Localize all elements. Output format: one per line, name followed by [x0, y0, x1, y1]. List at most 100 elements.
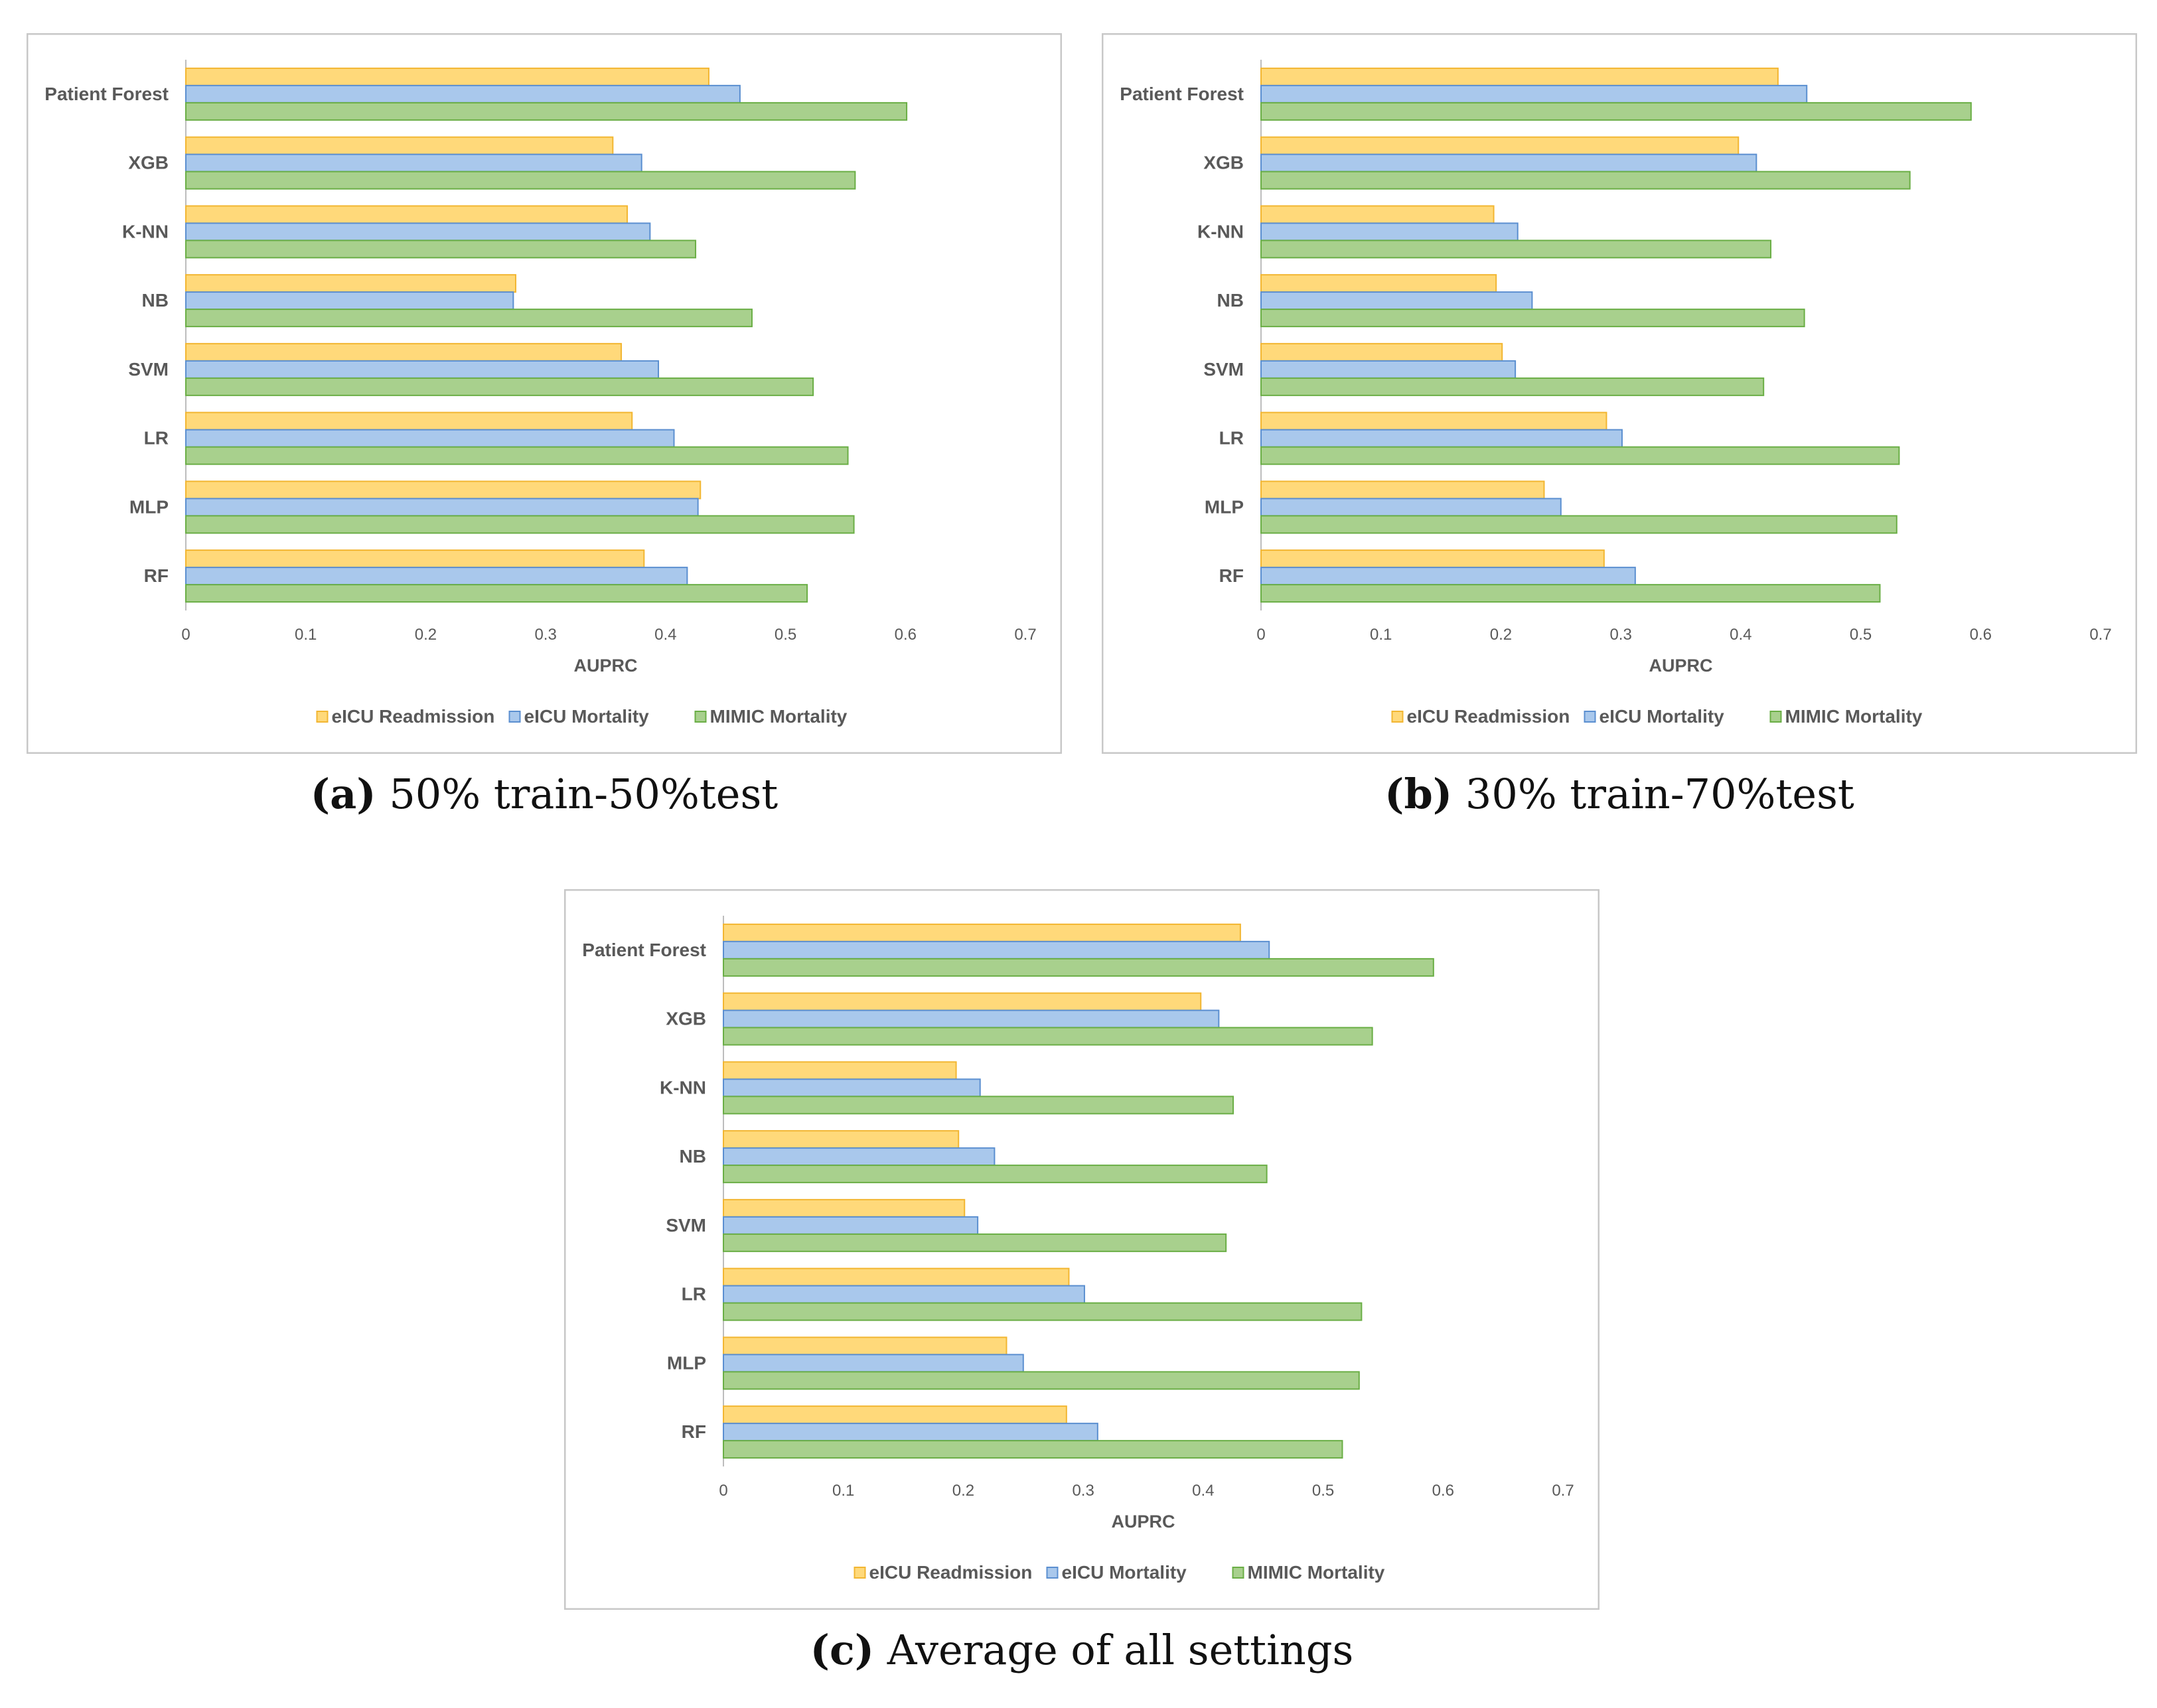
bar-eicu-readmission	[723, 1336, 1007, 1356]
legend-swatch	[1769, 711, 1782, 723]
category-label: RF	[1219, 565, 1244, 586]
x-tick-label: 0.4	[1730, 626, 1751, 644]
caption-a-text: 50% train-50%test	[389, 770, 779, 818]
bar-eicu-mortality	[185, 567, 688, 586]
bar-eicu-mortality	[185, 84, 741, 104]
x-tick-label: 0	[719, 1482, 727, 1500]
bar-eicu-mortality	[1260, 567, 1636, 586]
x-axis-label: AUPRC	[573, 656, 637, 676]
x-tick-label: 0	[181, 626, 190, 644]
x-axis-label: AUPRC	[1111, 1512, 1175, 1531]
category-label: Patient Forest	[44, 84, 169, 104]
bar-mimic-mortality	[185, 102, 908, 121]
chart-b: Patient Forest XGB K-NN NB SVM LR MLP RF 0 0.1 0.2…	[1102, 33, 2137, 754]
bar-eicu-readmission	[1260, 205, 1495, 224]
bar-mimic-mortality	[185, 515, 855, 534]
x-tick-label: 0.4	[1192, 1482, 1214, 1500]
bar-mimic-mortality	[723, 1233, 1227, 1252]
bar-eicu-mortality	[723, 1009, 1220, 1029]
x-tick-label: 0.2	[952, 1482, 974, 1500]
bar-mimic-mortality	[185, 240, 697, 259]
legend-label: eICU Mortality	[1062, 1562, 1187, 1583]
bar-mimic-mortality	[1260, 240, 1772, 259]
x-tick-label: 0.5	[775, 626, 796, 644]
bar-eicu-readmission	[723, 1267, 1070, 1287]
category-label: Patient Forest	[582, 940, 706, 960]
caption-c: (c) Average of all settings	[564, 1626, 1599, 1674]
bar-eicu-mortality	[185, 222, 651, 242]
bar-mimic-mortality	[723, 1165, 1268, 1184]
category-label: K-NN	[1197, 221, 1244, 242]
category-label: SVM	[666, 1215, 706, 1236]
bar-eicu-readmission	[185, 480, 702, 500]
x-tick-label: 0.3	[1609, 626, 1631, 644]
bar-eicu-mortality	[185, 498, 699, 517]
caption-a: (a) 50% train-50%test	[27, 770, 1062, 818]
legend-label: MIMIC Mortality	[710, 706, 848, 727]
category-label: NB	[680, 1146, 706, 1167]
bar-mimic-mortality	[185, 584, 808, 603]
category-label: XGB	[128, 153, 169, 173]
legend-label: MIMIC Mortality	[1785, 706, 1923, 727]
bar-mimic-mortality	[185, 377, 814, 396]
chart-panel-b: Patient Forest XGB K-NN NB SVM LR MLP RF 0 0.1 0.2…	[1102, 33, 2137, 754]
bar-mimic-mortality	[1260, 171, 1911, 190]
bar-eicu-mortality	[723, 1078, 981, 1098]
category-label: RF	[144, 565, 169, 586]
bar-mimic-mortality	[1260, 309, 1805, 328]
category-label: NB	[142, 290, 169, 311]
category-label: LR	[144, 428, 169, 449]
bar-eicu-mortality	[723, 1285, 1085, 1304]
legend-swatch	[1584, 711, 1596, 723]
legend-label: eICU Readmission	[1407, 706, 1570, 727]
bar-eicu-readmission	[1260, 480, 1545, 500]
caption-c-letter: (c)	[810, 1626, 875, 1674]
legend-label: MIMIC Mortality	[1248, 1562, 1385, 1583]
bar-mimic-mortality	[1260, 584, 1881, 603]
bar-mimic-mortality	[1260, 515, 1897, 534]
bar-eicu-readmission	[1260, 342, 1503, 362]
category-label: K-NN	[122, 221, 169, 242]
legend-swatch	[1391, 711, 1404, 723]
category-label: MLP	[667, 1352, 706, 1373]
bar-eicu-readmission	[723, 923, 1241, 942]
bar-eicu-readmission	[185, 67, 709, 86]
bar-mimic-mortality	[723, 958, 1434, 977]
x-tick-label: 0	[1256, 626, 1265, 644]
category-label: Patient Forest	[1120, 84, 1244, 104]
category-label: XGB	[1203, 153, 1244, 173]
category-label: NB	[1217, 290, 1244, 311]
category-label: XGB	[666, 1009, 706, 1029]
bar-mimic-mortality	[185, 446, 849, 465]
bar-eicu-readmission	[723, 1061, 957, 1080]
x-tick-label: 0.3	[1072, 1482, 1094, 1500]
bar-eicu-readmission	[185, 205, 629, 224]
bar-eicu-readmission	[1260, 67, 1779, 86]
bar-mimic-mortality	[723, 1096, 1234, 1115]
bar-mimic-mortality	[1260, 102, 1972, 121]
bar-eicu-mortality	[723, 1147, 996, 1167]
bar-eicu-mortality	[1260, 222, 1519, 242]
x-tick-label: 0.1	[832, 1482, 854, 1500]
bar-mimic-mortality	[1260, 377, 1765, 396]
bar-eicu-readmission	[1260, 136, 1740, 155]
x-tick-label: 0.6	[1970, 626, 1992, 644]
bar-mimic-mortality	[723, 1302, 1363, 1321]
bar-eicu-mortality	[723, 1423, 1098, 1442]
x-tick-label: 0.7	[2089, 626, 2111, 644]
category-label: LR	[682, 1284, 706, 1305]
bar-eicu-readmission	[1260, 274, 1497, 293]
x-tick-label: 0.6	[895, 626, 917, 644]
category-label: SVM	[1203, 359, 1244, 380]
bar-eicu-mortality	[185, 153, 642, 173]
bar-mimic-mortality	[723, 1440, 1343, 1459]
bar-mimic-mortality	[185, 171, 856, 190]
bar-eicu-mortality	[723, 1216, 979, 1235]
x-tick-label: 0.3	[534, 626, 556, 644]
category-label: LR	[1219, 428, 1244, 449]
bar-eicu-mortality	[1260, 498, 1562, 517]
bar-eicu-readmission	[185, 342, 622, 362]
bar-eicu-mortality	[723, 940, 1270, 960]
x-tick-label: 0.1	[1370, 626, 1392, 644]
legend-swatch	[1046, 1567, 1059, 1579]
